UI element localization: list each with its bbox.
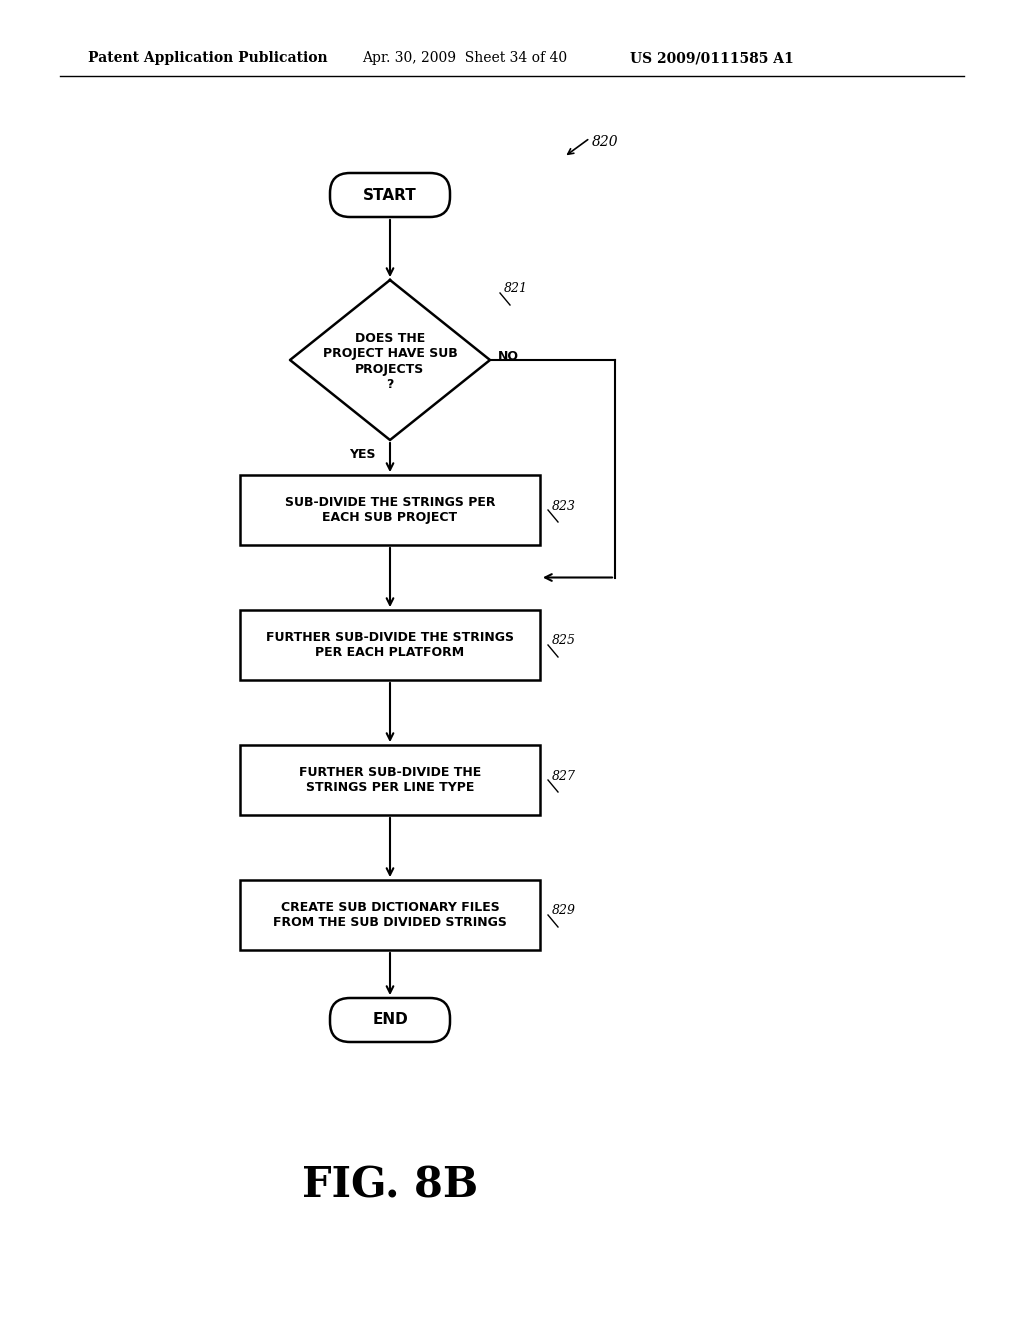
- Text: NO: NO: [498, 350, 519, 363]
- Bar: [240, 744, 540, 814]
- Text: YES: YES: [349, 447, 376, 461]
- Text: 829: 829: [552, 904, 575, 917]
- Text: DOES THE: DOES THE: [355, 331, 425, 345]
- Text: PROJECTS: PROJECTS: [355, 363, 425, 376]
- Text: 823: 823: [552, 499, 575, 512]
- Text: 821: 821: [504, 281, 528, 294]
- Bar: [240, 880, 540, 950]
- Text: FURTHER SUB-DIVIDE THE STRINGS
PER EACH PLATFORM: FURTHER SUB-DIVIDE THE STRINGS PER EACH …: [266, 631, 514, 659]
- Text: 820: 820: [592, 135, 618, 149]
- Text: PROJECT HAVE SUB: PROJECT HAVE SUB: [323, 347, 458, 360]
- Text: FIG. 8B: FIG. 8B: [302, 1164, 478, 1206]
- FancyBboxPatch shape: [330, 173, 450, 216]
- FancyBboxPatch shape: [330, 998, 450, 1041]
- Text: END: END: [372, 1012, 408, 1027]
- Text: FURTHER SUB-DIVIDE THE
STRINGS PER LINE TYPE: FURTHER SUB-DIVIDE THE STRINGS PER LINE …: [299, 766, 481, 795]
- Text: Apr. 30, 2009  Sheet 34 of 40: Apr. 30, 2009 Sheet 34 of 40: [362, 51, 567, 65]
- Bar: [240, 475, 540, 545]
- Text: 827: 827: [552, 770, 575, 783]
- Text: Patent Application Publication: Patent Application Publication: [88, 51, 328, 65]
- Text: SUB-DIVIDE THE STRINGS PER
EACH SUB PROJECT: SUB-DIVIDE THE STRINGS PER EACH SUB PROJ…: [285, 496, 496, 524]
- Text: US 2009/0111585 A1: US 2009/0111585 A1: [630, 51, 794, 65]
- Text: 825: 825: [552, 635, 575, 648]
- Text: START: START: [364, 187, 417, 202]
- Bar: [240, 610, 540, 680]
- Text: ?: ?: [386, 378, 393, 391]
- Text: CREATE SUB DICTIONARY FILES
FROM THE SUB DIVIDED STRINGS: CREATE SUB DICTIONARY FILES FROM THE SUB…: [273, 902, 507, 929]
